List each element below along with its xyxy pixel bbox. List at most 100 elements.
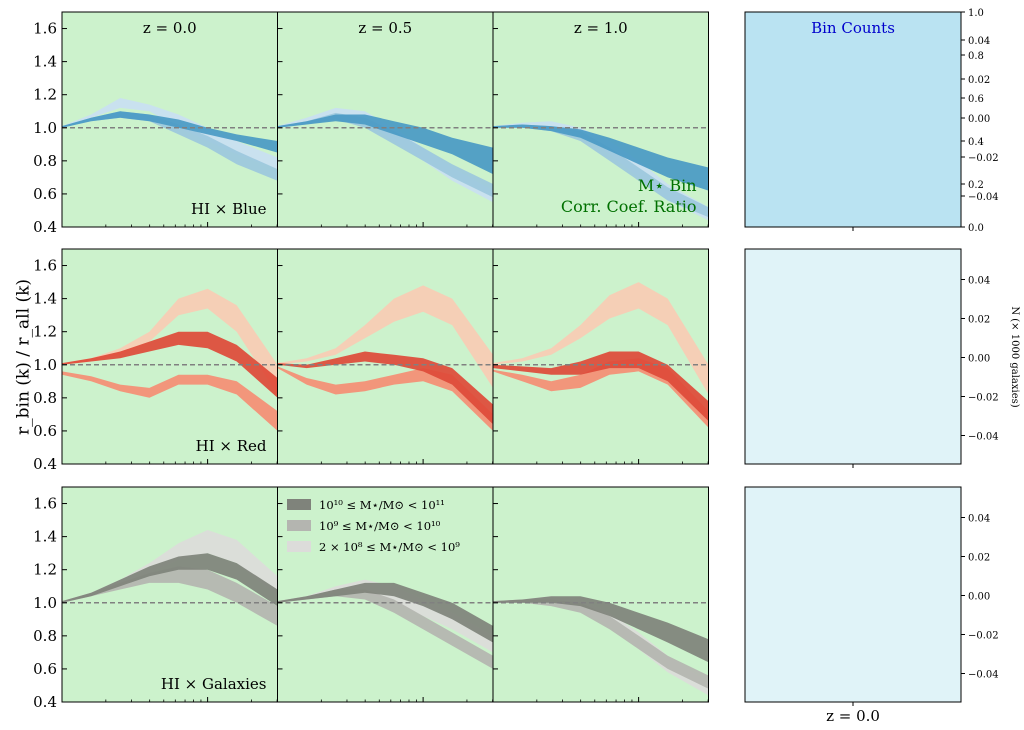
side-outer-tick-label: 0.02 (968, 75, 990, 86)
series-band-2 (62, 288, 278, 395)
panel-frame (492, 486, 709, 703)
legend-label: 10¹⁰ ≤ M⋆/M⊙ < 10¹¹ (319, 498, 445, 512)
side-panel-background (745, 249, 961, 464)
y-tick-label: 0.8 (33, 152, 57, 170)
series-band-0 (493, 351, 709, 421)
series-band-0 (493, 124, 709, 191)
side-tick-label: 0.00 (968, 354, 990, 365)
panel-frame (492, 11, 709, 228)
y-tick-label: 0.4 (33, 218, 57, 236)
y-tick-label: 1.0 (33, 594, 57, 612)
side-tick-label: 0.00 (968, 592, 990, 603)
series-band-1 (493, 358, 709, 428)
side-tick-label: −0.02 (968, 631, 999, 642)
side-inner-tick-label: 0.6 (968, 94, 984, 105)
legend-entry-0: 10¹⁰ ≤ M⋆/M⊙ < 10¹¹ (287, 498, 445, 512)
side-panel-1: 0.04 0.02 0.00 −0.02 −0.04 (744, 248, 999, 468)
panel-r0-c1: z = 0.5 (277, 11, 494, 228)
annotation-title: M⋆ Bin (638, 176, 697, 195)
y-tick-label: 0.6 (33, 660, 57, 678)
row-label: HI × Blue (191, 200, 267, 218)
legend-label: 10⁹ ≤ M⋆/M⊙ < 10¹⁰ (319, 519, 441, 533)
y-tick-label: 0.8 (33, 627, 57, 645)
series-band-2 (493, 282, 709, 395)
series-band-0 (62, 111, 278, 153)
y-tick-label: 0.6 (33, 185, 57, 203)
legend-swatch (287, 541, 311, 552)
series-band-2 (277, 285, 493, 388)
side-inner-tick-label: 0.2 (968, 180, 984, 191)
y-tick-label: 0.8 (33, 389, 57, 407)
side-panel-title: Bin Counts (811, 19, 895, 37)
panel-r0-c2: z = 1.0 M⋆ Bin Corr. Coef. Ratio (492, 11, 709, 228)
panel-r1-c1 (277, 248, 494, 465)
series-band-0 (493, 596, 709, 663)
y-tick-label: 1.2 (33, 86, 57, 104)
side-inner-tick-label: 1.0 (968, 8, 984, 19)
panel-frame (492, 248, 709, 465)
y-tick-label: 1.6 (33, 257, 57, 275)
y-tick-label: 1.0 (33, 356, 57, 374)
legend-entry-1: 10⁹ ≤ M⋆/M⊙ < 10¹⁰ (287, 519, 441, 533)
side-tick-label: 0.04 (968, 276, 990, 287)
series-band-0 (62, 553, 278, 607)
annotation-subtitle: Corr. Coef. Ratio (561, 197, 697, 216)
y-tick-label: 0.4 (33, 693, 57, 711)
series-band-1 (277, 589, 493, 669)
side-tick-label: 0.04 (968, 514, 990, 525)
side-inner-tick-label: 0.8 (968, 51, 984, 62)
side-tick-label: 0.02 (968, 553, 990, 564)
panel-r2-c2 (492, 486, 709, 703)
series-band-0 (62, 331, 278, 398)
panel-r2-c0: 0.4 0.6 0.8 1.0 1.2 1.4 1.6 HI × Galaxies (33, 486, 278, 711)
y-tick-label: 0.4 (33, 455, 57, 473)
side-axis-label: N (× 1000 galaxies) (1009, 306, 1020, 407)
side-tick-label: −0.02 (968, 393, 999, 404)
y-tick-label: 0.6 (33, 422, 57, 440)
panel-r1-c2 (492, 248, 709, 465)
series-band-1 (493, 599, 709, 689)
column-title: z = 1.0 (574, 19, 628, 37)
y-tick-label: 1.4 (33, 290, 57, 308)
y-tick-label: 1.2 (33, 323, 57, 341)
legend-swatch (287, 520, 311, 531)
series-band-2 (62, 98, 278, 170)
side-inner-tick-label: 0.0 (968, 223, 984, 234)
side-outer-tick-label: −0.04 (968, 192, 999, 203)
panel-r1-c0: 0.4 0.6 0.8 1.0 1.2 1.4 1.6 HI × Red (33, 248, 278, 473)
series-band-1 (277, 366, 493, 431)
side-panel-background (745, 12, 961, 227)
side-tick-label: 0.02 (968, 315, 990, 326)
y-tick-label: 1.4 (33, 53, 57, 71)
side-panel-0: Bin Counts 0.0 0.2 0.4 0.6 0.8 1.0 0.04 0.02 0.00… (744, 8, 999, 234)
y-tick-label: 1.2 (33, 561, 57, 579)
side-panel-2: 0.04 0.02 0.00 −0.02 −0.04 (744, 486, 999, 706)
side-panel-background (745, 487, 961, 702)
y-axis-title: r_bin (k) / r_all (k) (14, 279, 34, 435)
side-x-tick-label: z = 0.0 (826, 707, 880, 725)
side-outer-tick-label: 0.00 (968, 114, 990, 125)
series-band-0 (277, 114, 493, 175)
series-band-1 (62, 566, 278, 626)
row-label: HI × Galaxies (161, 675, 267, 693)
column-title: z = 0.5 (358, 19, 412, 37)
column-title: z = 0.0 (143, 19, 197, 37)
panel-r2-c1 (277, 486, 494, 703)
side-inner-tick-label: 0.4 (968, 137, 984, 148)
series-band-1 (62, 371, 278, 431)
panel-r0-c0: 0.4 0.6 0.8 1.0 1.2 1.4 1.6 z = 0.0 HI × Blue (33, 11, 278, 236)
series-band-0 (277, 582, 493, 643)
y-tick-label: 1.0 (33, 119, 57, 137)
side-outer-tick-label: −0.02 (968, 153, 999, 164)
side-tick-label: −0.04 (968, 432, 999, 443)
side-outer-tick-label: 0.04 (968, 36, 990, 47)
side-tick-label: −0.04 (968, 670, 999, 681)
legend-label: 2 × 10⁸ ≤ M⋆/M⊙ < 10⁹ (319, 540, 460, 554)
legend-entry-2: 2 × 10⁸ ≤ M⋆/M⊙ < 10⁹ (287, 540, 460, 554)
y-tick-label: 1.4 (33, 528, 57, 546)
legend-swatch (287, 499, 311, 510)
series-band-0 (277, 351, 493, 425)
y-tick-label: 1.6 (33, 495, 57, 513)
row-label: HI × Red (196, 437, 267, 455)
